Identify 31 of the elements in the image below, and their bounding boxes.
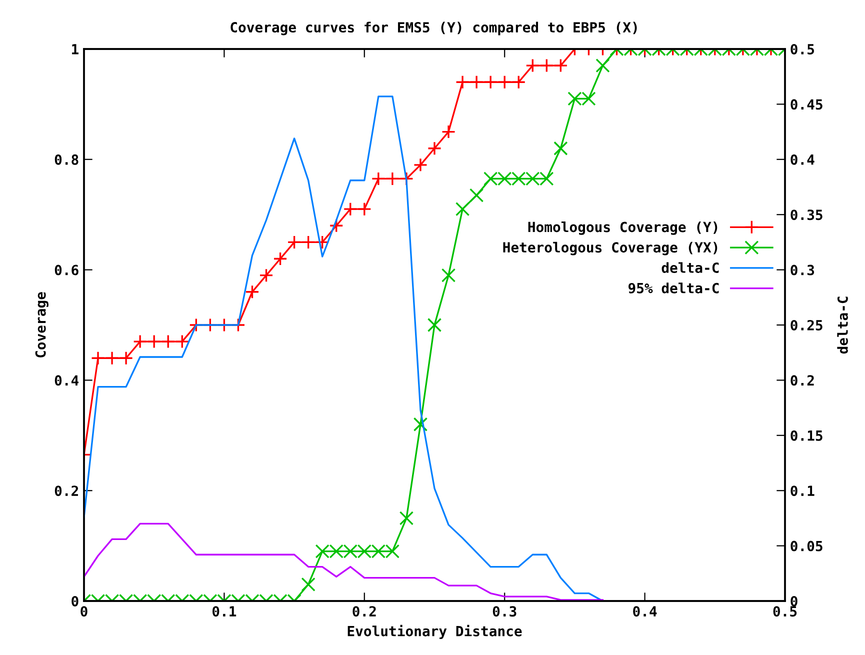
y2-tick-label: 0.1 <box>790 486 814 496</box>
x-tick-label: 0.2 <box>352 606 376 617</box>
y2-tick-label: 0.05 <box>790 540 822 552</box>
y2-tick-label: 0.15 <box>790 430 822 441</box>
y2-tick-label: 0.45 <box>790 99 822 110</box>
y2-tick-label: 0.3 <box>790 264 814 276</box>
x-tick-label: 0.5 <box>773 606 797 617</box>
x-tick-label: 0.3 <box>492 606 516 617</box>
y2-tick-label: 0.35 <box>790 210 822 220</box>
y2-tick-label: 0.25 <box>790 320 822 330</box>
y-tick-label: 0.4 <box>54 375 79 386</box>
y-axis-title: Coverage <box>35 292 48 358</box>
chart-title: Coverage curves for EMS5 (Y) compared to EBP5 (X) <box>230 22 637 36</box>
legend-label: delta-C <box>662 262 719 273</box>
y-tick-label: 0.8 <box>54 154 78 165</box>
y-tick-label: 1 <box>72 44 78 54</box>
x-axis-title: Evolutionary Distance <box>348 624 522 640</box>
y-tick-label: 0 <box>72 596 78 606</box>
x-tick-label: 0.1 <box>212 606 236 617</box>
y2-tick-label: 0.5 <box>790 44 814 54</box>
y2-tick-label: 0.2 <box>790 375 814 386</box>
y-tick-label: 0.2 <box>54 486 78 496</box>
legend-label: Heterologous Coverage (YX) <box>503 242 718 256</box>
legend-label: Homologous Coverage (Y) <box>528 221 718 235</box>
legend-label: 95% delta-C <box>628 282 719 294</box>
x-tick-label: 0 <box>80 606 88 617</box>
y2-tick-label: 0 <box>790 596 798 606</box>
x-tick-label: 0.4 <box>633 606 657 617</box>
y2-tick-label: 0.4 <box>790 154 814 165</box>
y-tick-label: 0.6 <box>54 264 78 276</box>
y2-axis-title: delta-C <box>837 296 848 354</box>
